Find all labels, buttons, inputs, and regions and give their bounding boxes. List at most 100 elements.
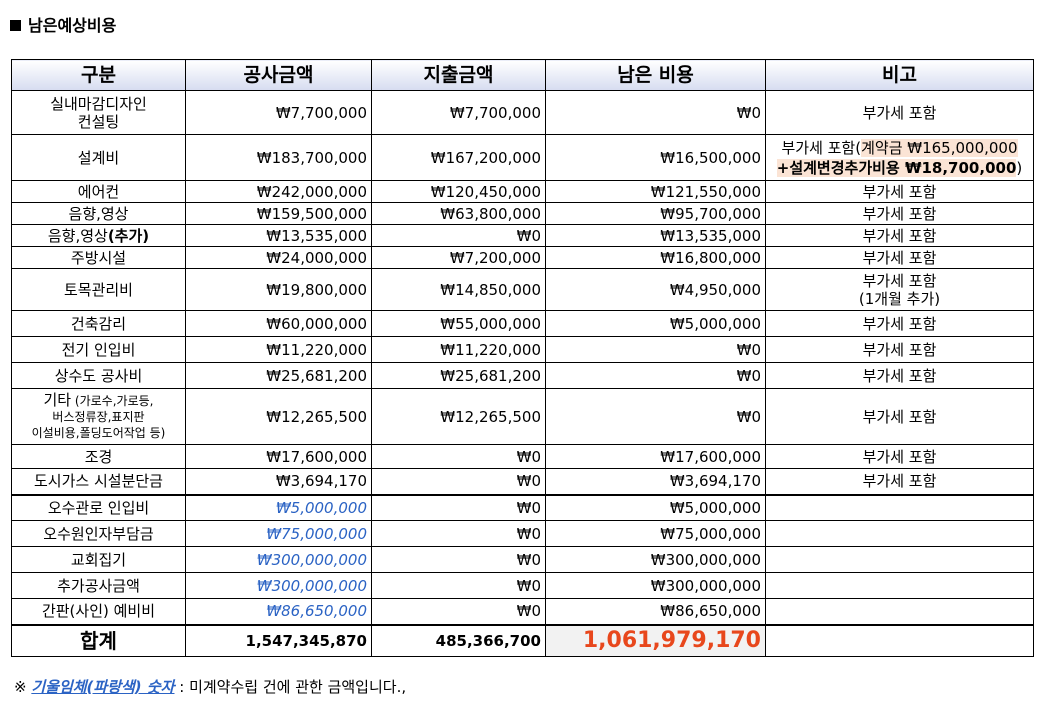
row-contract: ₩13,535,000 xyxy=(185,224,372,247)
row-contract: ₩86,650,000 xyxy=(185,598,372,625)
total-label: 합계 xyxy=(11,623,186,657)
row-remain: ₩13,535,000 xyxy=(545,224,766,247)
row-note: 부가세 포함(계약금 ₩165,000,000 +설계변경추가비용 ₩18,700… xyxy=(765,134,1034,181)
row-note xyxy=(765,572,1034,599)
row-contract: ₩19,800,000 xyxy=(185,268,372,311)
row-category: 토목관리비 xyxy=(11,268,186,311)
row-remain: ₩300,000,000 xyxy=(545,572,766,599)
row-contract: ₩300,000,000 xyxy=(185,572,372,599)
table-row: 실내마감디자인 컨설팅 ₩7,700,000 ₩7,700,000 ₩0 부가세… xyxy=(11,90,1034,135)
row-spent: ₩11,220,000 xyxy=(371,336,546,363)
row-spent: ₩25,681,200 xyxy=(371,362,546,389)
row-remain: ₩75,000,000 xyxy=(545,520,766,547)
row-note: 부가세 포함 (1개월 추가) xyxy=(765,268,1034,311)
table-row: 도시가스 시설분단금 ₩3,694,170 ₩0 ₩3,694,170 부가세 … xyxy=(11,468,1034,495)
table-row: 추가공사금액 ₩300,000,000 ₩0 ₩300,000,000 xyxy=(11,572,1034,599)
row-spent: ₩0 xyxy=(371,468,546,495)
row-spent: ₩167,200,000 xyxy=(371,134,546,181)
table-row: 기타 (가로수,가로등, 버스정류장,표지판 이설비용,폴딩도어작업 등) ₩1… xyxy=(11,388,1034,445)
total-remain: 1,061,979,170 xyxy=(545,623,766,657)
note-highlight-deposit: 계약금 ₩165,000,000 xyxy=(861,138,1018,157)
row-remain: ₩4,950,000 xyxy=(545,268,766,311)
row-contract: ₩60,000,000 xyxy=(185,310,372,337)
row-remain: ₩0 xyxy=(545,336,766,363)
row-spent: ₩0 xyxy=(371,520,546,547)
row-contract: ₩159,500,000 xyxy=(185,202,372,225)
row-remain: ₩121,550,000 xyxy=(545,180,766,203)
row-category: 기타 (가로수,가로등, 버스정류장,표지판 이설비용,폴딩도어작업 등) xyxy=(11,388,186,445)
row-spent: ₩0 xyxy=(371,598,546,625)
row-category: 에어컨 xyxy=(11,180,186,203)
row-note: 부가세 포함 xyxy=(765,444,1034,469)
table-row: 간판(사인) 예비비 ₩86,650,000 ₩0 ₩86,650,000 xyxy=(11,598,1034,625)
row-note: 부가세 포함 xyxy=(765,362,1034,389)
total-row: 합계 1,547,345,870 485,366,700 1,061,979,1… xyxy=(11,623,1034,657)
row-spent: ₩14,850,000 xyxy=(371,268,546,311)
row-remain: ₩16,800,000 xyxy=(545,246,766,269)
row-note: 부가세 포함 xyxy=(765,246,1034,269)
table-row: 에어컨 ₩242,000,000 ₩120,450,000 ₩121,550,0… xyxy=(11,180,1034,203)
row-category: 건축감리 xyxy=(11,310,186,337)
total-note xyxy=(765,623,1034,657)
row-spent: ₩7,700,000 xyxy=(371,90,546,135)
footnote-highlight: 기울임체(파랑색) 숫자 xyxy=(31,678,175,696)
row-category: 도시가스 시설분단금 xyxy=(11,468,186,495)
footnote: ※ 기울임체(파랑색) 숫자 : 미계약수립 건에 관한 금액입니다., xyxy=(14,676,406,697)
table-row: 음향,영상(추가) ₩13,535,000 ₩0 ₩13,535,000 부가세… xyxy=(11,224,1034,247)
row-contract: ₩25,681,200 xyxy=(185,362,372,389)
table-row: 교회집기 ₩300,000,000 ₩0 ₩300,000,000 xyxy=(11,546,1034,573)
table-row: 토목관리비 ₩19,800,000 ₩14,850,000 ₩4,950,000… xyxy=(11,268,1034,311)
row-contract: ₩11,220,000 xyxy=(185,336,372,363)
row-spent: ₩0 xyxy=(371,546,546,573)
row-contract: ₩7,700,000 xyxy=(185,90,372,135)
note-text: 부가세 포함( xyxy=(781,138,862,157)
footnote-mark: ※ xyxy=(14,678,32,696)
row-note: 부가세 포함 xyxy=(765,388,1034,445)
row-category-detail: (가로수,가로등, 버스정류장,표지판 이설비용,폴딩도어작업 등) xyxy=(31,393,166,440)
row-category: 오수관로 인입비 xyxy=(11,493,186,521)
cost-table: 구분 공사금액 지출금액 남은 비용 비고 실내마감디자인 컨설팅 ₩7,700… xyxy=(11,59,1034,657)
row-spent: ₩7,200,000 xyxy=(371,246,546,269)
total-contract: 1,547,345,870 xyxy=(185,623,372,657)
row-note xyxy=(765,493,1034,521)
page-title-text: 남은예상비용 xyxy=(28,16,117,35)
header-contract: 공사금액 xyxy=(185,59,372,91)
row-category: 조경 xyxy=(11,444,186,469)
row-note: 부가세 포함 xyxy=(765,310,1034,337)
row-contract: ₩75,000,000 xyxy=(185,520,372,547)
note-text-close: ) xyxy=(1016,158,1023,177)
row-contract: ₩5,000,000 xyxy=(185,493,372,521)
table-row: 설계비 ₩183,700,000 ₩167,200,000 ₩16,500,00… xyxy=(11,134,1034,181)
square-bullet-icon xyxy=(10,20,21,31)
header-spent: 지출금액 xyxy=(371,59,546,91)
table-header-row: 구분 공사금액 지출금액 남은 비용 비고 xyxy=(11,59,1034,91)
row-note xyxy=(765,546,1034,573)
row-note xyxy=(765,520,1034,547)
row-category-main: 기타 xyxy=(43,390,72,409)
row-remain: ₩5,000,000 xyxy=(545,310,766,337)
table-row: 음향,영상 ₩159,500,000 ₩63,800,000 ₩95,700,0… xyxy=(11,202,1034,225)
row-remain: ₩17,600,000 xyxy=(545,444,766,469)
row-category: 추가공사금액 xyxy=(11,572,186,599)
total-spent: 485,366,700 xyxy=(371,623,546,657)
row-category: 교회집기 xyxy=(11,546,186,573)
row-remain: ₩300,000,000 xyxy=(545,546,766,573)
row-note: 부가세 포함 xyxy=(765,468,1034,495)
table-row: 오수원인자부담금 ₩75,000,000 ₩0 ₩75,000,000 xyxy=(11,520,1034,547)
row-category: 설계비 xyxy=(11,134,186,181)
row-spent: ₩0 xyxy=(371,444,546,469)
row-remain: ₩95,700,000 xyxy=(545,202,766,225)
row-category: 주방시설 xyxy=(11,246,186,269)
row-remain: ₩0 xyxy=(545,90,766,135)
row-note: 부가세 포함 xyxy=(765,336,1034,363)
row-remain: ₩0 xyxy=(545,362,766,389)
row-contract: ₩12,265,500 xyxy=(185,388,372,445)
row-note: 부가세 포함 xyxy=(765,90,1034,135)
table-row: 전기 인입비 ₩11,220,000 ₩11,220,000 ₩0 부가세 포함 xyxy=(11,336,1034,363)
row-contract: ₩183,700,000 xyxy=(185,134,372,181)
note-highlight-design-change: +설계변경추가비용 ₩18,700,000 xyxy=(776,158,1017,177)
table-row: 건축감리 ₩60,000,000 ₩55,000,000 ₩5,000,000 … xyxy=(11,310,1034,337)
row-note: 부가세 포함 xyxy=(765,224,1034,247)
header-category: 구분 xyxy=(11,59,186,91)
table-row: 오수관로 인입비 ₩5,000,000 ₩0 ₩5,000,000 xyxy=(11,493,1034,521)
